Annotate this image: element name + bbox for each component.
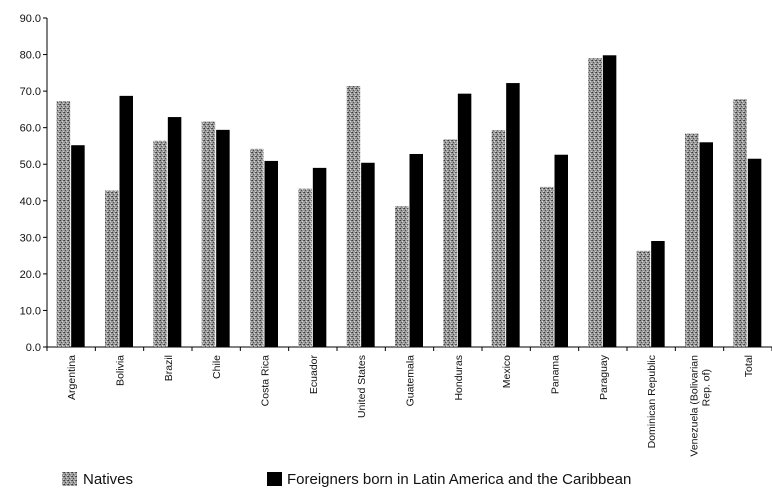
bar-natives (346, 85, 361, 347)
category-label-group: Argentina (66, 355, 78, 400)
category-label: Argentina (66, 355, 78, 400)
y-tick-label: 20.0 (20, 269, 41, 281)
category-label: Venezuela (Bolivarian (689, 355, 701, 457)
bar-foreigners (119, 95, 133, 347)
bar-natives (298, 188, 312, 347)
category-label: Bolivia (115, 355, 127, 386)
bar-foreigners (602, 55, 617, 347)
bar-natives (491, 130, 506, 347)
category-label: Costa Rica (260, 355, 272, 407)
category-label-group: Guatemala (405, 355, 417, 407)
bar-natives (153, 140, 167, 347)
y-tick-label: 50.0 (20, 159, 41, 171)
category-label-group: Venezuela (Bolivarian Rep. of) (689, 355, 713, 457)
bar-foreigners (651, 240, 665, 347)
category-label-group: Paraguay (598, 354, 610, 400)
legend-swatch-natives (62, 472, 77, 486)
category-label-cont: Rep. of) (701, 369, 713, 406)
category-label-group: Costa Rica (260, 355, 272, 407)
y-tick-label: 40.0 (20, 196, 41, 208)
bar-foreigners (457, 93, 472, 347)
y-tick-label: 0.0 (26, 342, 41, 354)
category-label-group: United States (356, 355, 368, 418)
bar-natives (685, 133, 699, 347)
bar-foreigners (747, 158, 762, 347)
y-tick-label: 80.0 (20, 50, 41, 62)
category-label: Total (743, 355, 755, 377)
bar-foreigners (409, 153, 423, 347)
y-axis: 0.0 10.0 20.0 30.0 40.0 50.0 60.0 70.0 80.0 90.0 (20, 13, 48, 354)
category-label-group: Ecuador (308, 354, 320, 394)
bar-natives (201, 121, 216, 347)
category-label-group: Dominican Republic (646, 355, 658, 448)
category-label-group: Bolivia (115, 355, 127, 386)
category-label-group: Mexico (501, 355, 513, 388)
category-label: Honduras (453, 355, 465, 401)
category-label-group: Panama (550, 355, 562, 394)
bar-foreigners (506, 83, 520, 348)
bar-natives (540, 186, 554, 347)
category-label: Ecuador (308, 354, 320, 394)
bar-foreigners (71, 145, 85, 347)
bar-natives (105, 190, 119, 347)
category-label-group: Total (743, 355, 755, 377)
category-label-group: Honduras (453, 355, 465, 401)
y-tick-label: 10.0 (20, 305, 41, 317)
bar-foreigners (167, 117, 182, 347)
category-label: Brazil (163, 355, 175, 381)
bar-foreigners (216, 129, 230, 347)
category-label: Panama (550, 355, 562, 394)
y-tick-label: 90.0 (20, 13, 41, 25)
y-tick-label: 60.0 (20, 123, 41, 135)
bar-natives (56, 100, 71, 347)
category-label: Chile (211, 355, 223, 379)
category-labels: Argentina Bolivia Brazil Chile Costa Rica Ecu… (66, 354, 755, 456)
bar-foreigners (699, 142, 713, 347)
legend-label-foreigners: Foreigners born in Latin America and the… (287, 471, 631, 488)
bar-foreigners (361, 162, 375, 347)
x-axis (46, 346, 772, 351)
bar-natives (443, 139, 457, 347)
y-tick-label: 70.0 (20, 86, 41, 98)
category-label: Paraguay (598, 354, 610, 400)
bar-foreigners (312, 167, 327, 347)
y-tick-label: 30.0 (20, 232, 41, 244)
category-label: United States (356, 355, 368, 418)
bar-natives (395, 206, 409, 347)
category-label-group: Chile (211, 355, 223, 379)
bar-natives (588, 58, 602, 347)
bar-foreigners (264, 160, 278, 347)
bar-natives (733, 99, 747, 347)
category-label: Guatemala (405, 355, 417, 407)
bar-natives (636, 250, 651, 347)
category-label-group: Brazil (163, 355, 175, 381)
category-label: Dominican Republic (646, 355, 658, 448)
bars (56, 55, 762, 348)
bar-foreigners (554, 154, 568, 347)
category-label: Mexico (501, 355, 513, 388)
legend: Natives Foreigners born in Latin America … (62, 471, 631, 488)
bar-natives (250, 148, 264, 347)
legend-swatch-foreigners (267, 472, 282, 486)
legend-label-natives: Natives (83, 471, 133, 488)
